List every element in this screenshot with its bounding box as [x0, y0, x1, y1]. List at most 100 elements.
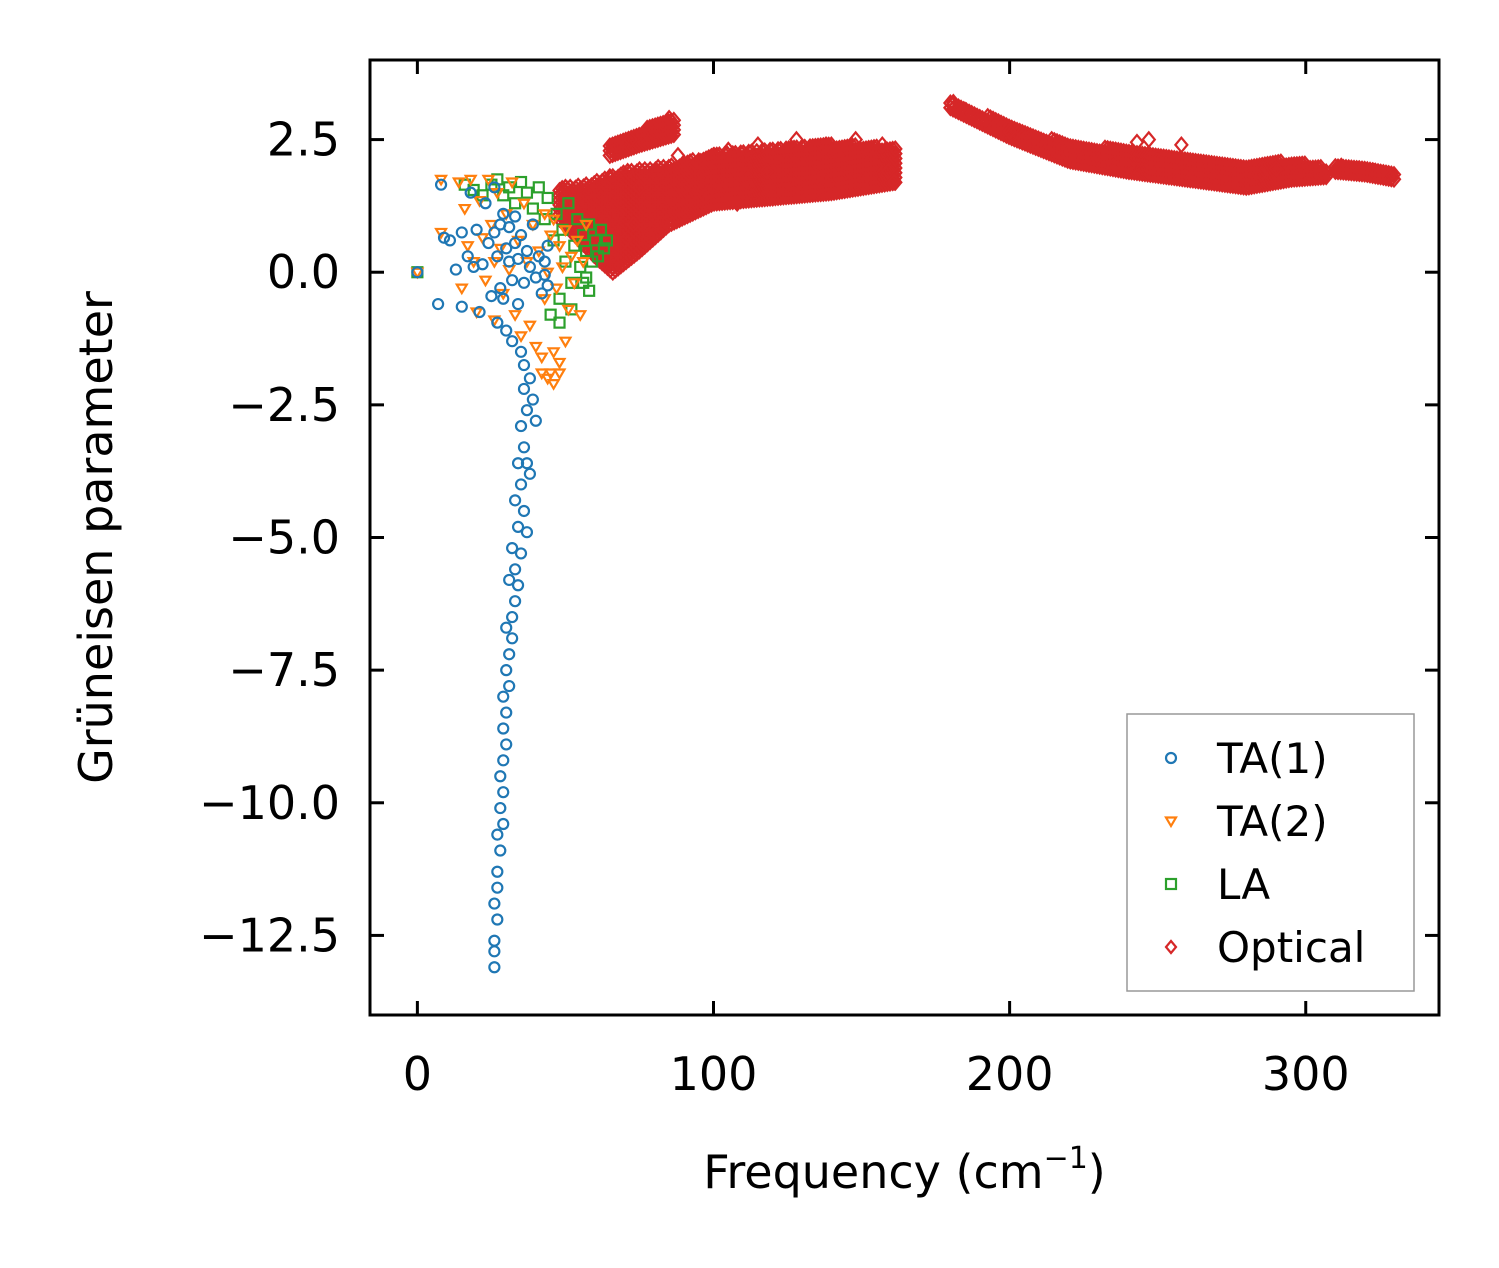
- marker-optical: [1141, 130, 1157, 149]
- marker-ta-1-: [434, 178, 448, 191]
- marker-ta-2-: [517, 198, 531, 211]
- marker-ta-2-: [460, 241, 475, 253]
- marker-optical: [640, 226, 656, 245]
- marker-ta-1-: [488, 181, 501, 194]
- marker-ta-2-: [567, 278, 582, 291]
- marker-la: [553, 316, 566, 329]
- marker-optical: [824, 178, 840, 197]
- marker-la: [532, 181, 545, 194]
- marker-optical: [1091, 151, 1106, 170]
- marker-optical: [1150, 151, 1166, 170]
- y-tick-label: −7.5: [228, 643, 340, 697]
- marker-optical: [711, 173, 727, 191]
- marker-ta-1-: [476, 258, 489, 271]
- y-tick-label: −2.5: [228, 378, 340, 432]
- marker-optical: [1381, 167, 1397, 186]
- marker-optical: [1002, 122, 1018, 141]
- marker-ta-1-: [538, 268, 551, 281]
- marker-ta-1-: [508, 494, 522, 507]
- marker-optical: [830, 146, 846, 165]
- marker-optical: [848, 130, 864, 149]
- marker-optical: [854, 173, 869, 191]
- marker-ta-1-: [506, 274, 519, 287]
- marker-ta-2-: [478, 275, 493, 288]
- marker-ta-1-: [488, 897, 501, 910]
- marker-ta-1-: [514, 345, 528, 358]
- marker-ta-1-: [455, 300, 468, 313]
- marker-optical: [706, 146, 721, 165]
- marker-ta-2-: [508, 310, 523, 322]
- marker-ta-1-: [508, 210, 522, 223]
- marker-ta-2-: [546, 214, 561, 227]
- marker-optical: [649, 162, 665, 181]
- marker-optical: [581, 183, 597, 202]
- x-axis-label-superscript: −1: [1044, 1141, 1088, 1176]
- marker-ta-1-: [449, 263, 462, 276]
- marker-optical: [572, 199, 588, 218]
- legend-marker-la: [1164, 877, 1178, 891]
- marker-ta-2-: [576, 257, 591, 269]
- marker-optical: [661, 109, 677, 128]
- marker-optical: [788, 130, 804, 149]
- marker-optical: [1209, 170, 1225, 189]
- marker-optical: [1061, 146, 1077, 165]
- marker-ta-2-: [552, 241, 567, 253]
- marker-ta-1-: [432, 297, 445, 311]
- marker-optical: [1253, 165, 1269, 183]
- marker-ta-1-: [506, 632, 519, 645]
- marker-ta-1-: [497, 207, 510, 220]
- marker-ta-1-: [514, 547, 528, 560]
- y-tick-label: −10.0: [199, 776, 340, 830]
- marker-ta-1-: [508, 563, 522, 576]
- series-ta-1-: [411, 178, 554, 974]
- marker-optical: [1031, 135, 1047, 154]
- marker-ta-2-: [410, 267, 425, 280]
- marker-optical: [593, 189, 609, 207]
- x-tick-label: 100: [670, 1047, 758, 1101]
- legend-label: TA(1): [1216, 734, 1328, 783]
- marker-optical: [1165, 159, 1180, 178]
- marker-optical: [771, 146, 787, 165]
- marker-optical: [1105, 157, 1121, 176]
- marker-ta-1-: [443, 234, 457, 247]
- marker-ta-1-: [497, 690, 510, 703]
- marker-ta-1-: [514, 419, 528, 433]
- marker-ta-1-: [491, 828, 504, 841]
- marker-ta-1-: [500, 621, 513, 634]
- marker-optical: [809, 167, 825, 186]
- marker-ta-1-: [529, 414, 542, 427]
- marker-la: [553, 292, 566, 305]
- marker-ta-1-: [511, 252, 525, 266]
- marker-ta-1-: [503, 221, 516, 234]
- marker-optical: [1173, 135, 1189, 154]
- marker-ta-1-: [491, 881, 504, 894]
- marker-optical: [1224, 173, 1240, 191]
- marker-optical: [617, 231, 633, 250]
- marker-optical: [635, 125, 650, 144]
- x-tick-label: 200: [966, 1047, 1054, 1101]
- marker-ta-1-: [506, 542, 519, 555]
- marker-optical: [765, 189, 781, 207]
- marker-optical: [1194, 162, 1210, 181]
- marker-ta-2-: [514, 331, 528, 344]
- marker-ta-1-: [500, 664, 513, 677]
- marker-ta-1-: [517, 441, 531, 454]
- marker-ta-1-: [473, 305, 486, 319]
- marker-ta-1-: [517, 504, 531, 518]
- series-optical: [552, 93, 1402, 282]
- marker-optical: [1016, 130, 1032, 149]
- marker-ta-2-: [549, 283, 564, 296]
- marker-ta-1-: [514, 228, 528, 242]
- marker-ta-2-: [472, 195, 487, 208]
- marker-ta-1-: [491, 913, 504, 926]
- marker-optical: [1046, 141, 1062, 160]
- y-tick-label: −12.5: [199, 908, 340, 962]
- marker-optical: [691, 151, 707, 170]
- marker-ta-2-: [463, 174, 478, 187]
- legend-marker-ta-1-: [1164, 751, 1178, 765]
- marker-ta-1-: [523, 467, 537, 480]
- marker-optical: [623, 130, 639, 149]
- marker-ta-1-: [511, 579, 525, 592]
- marker-la: [600, 234, 613, 247]
- marker-ta-2-: [505, 177, 520, 190]
